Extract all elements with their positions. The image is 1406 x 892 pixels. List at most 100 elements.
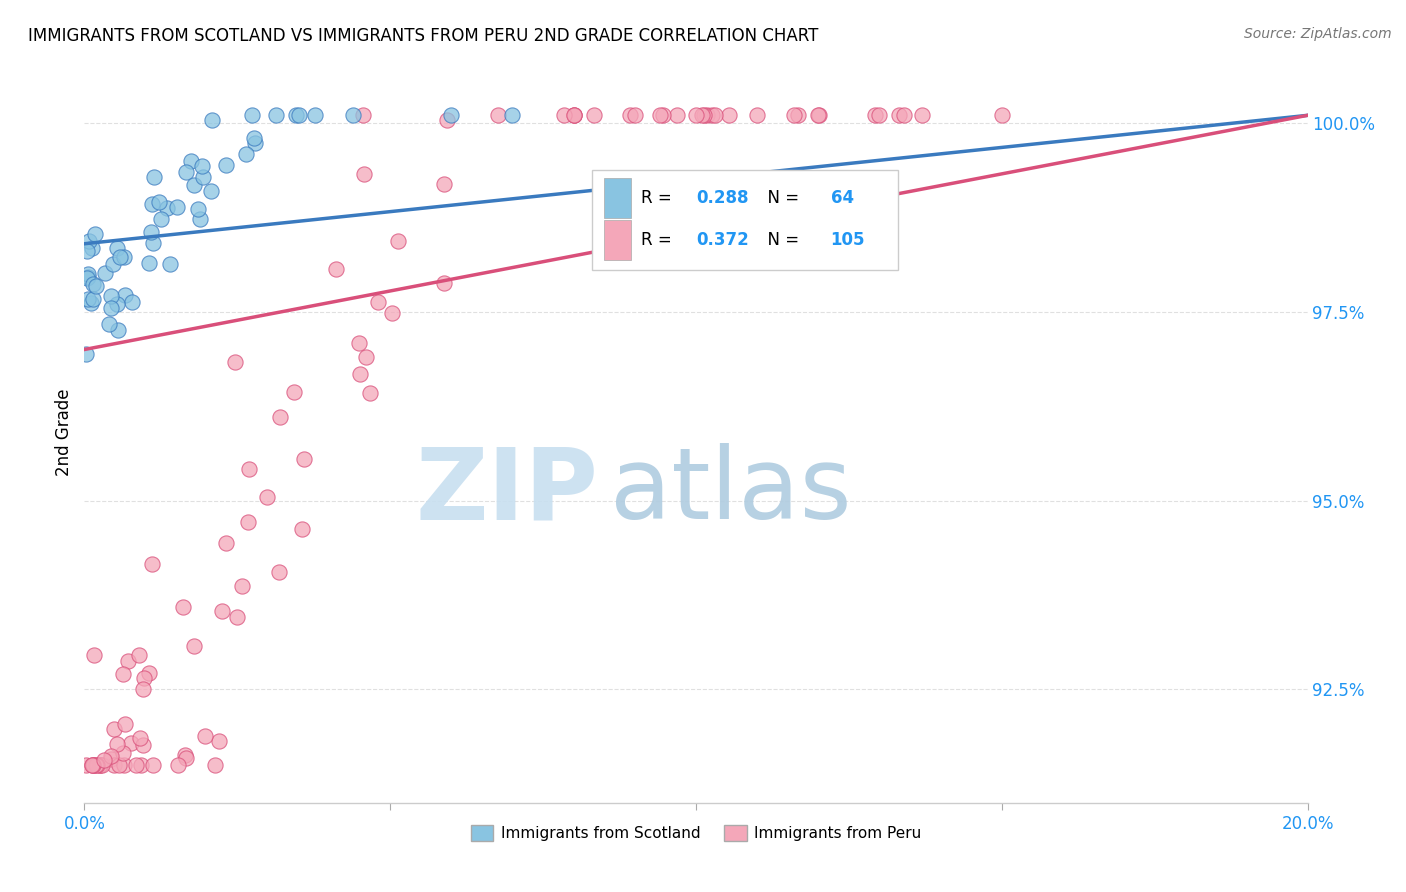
Point [105,297,128,311]
Point [807,108,830,122]
Point [112,746,135,760]
Point [183,178,205,192]
Point [112,758,135,772]
Point [502,108,524,122]
Point [114,288,136,302]
Point [665,108,688,122]
FancyBboxPatch shape [592,169,898,269]
Point [703,108,725,122]
Point [284,108,307,122]
Point [107,758,129,772]
Point [83,227,105,241]
Point [101,257,124,271]
Point [166,201,188,215]
Point [187,202,209,217]
Point [349,368,371,382]
Point [562,108,585,122]
Point [188,211,211,226]
Bar [605,178,631,219]
Point [191,170,214,185]
Point [159,257,181,271]
Point [238,461,260,475]
Point [132,671,155,685]
Point [148,195,170,210]
Bar [605,219,631,260]
Point [215,535,238,549]
Point [141,197,163,211]
Point [782,108,804,122]
Point [125,758,148,772]
Point [696,108,718,122]
Point [352,108,374,122]
Text: Source: ZipAtlas.com: Source: ZipAtlas.com [1244,27,1392,41]
Point [83,758,105,772]
Point [138,256,160,270]
Point [142,758,165,772]
Point [77,235,100,249]
Point [93,753,115,767]
Point [120,736,142,750]
Point [75,347,97,361]
Point [167,758,190,772]
Point [76,271,98,285]
Point [685,108,707,122]
Point [240,108,263,122]
Point [141,225,163,239]
Point [82,292,104,306]
Point [624,108,647,122]
Point [747,108,769,122]
Point [103,758,125,772]
Text: 0.372: 0.372 [696,231,749,249]
Point [256,490,278,504]
Point [325,262,347,277]
Point [117,654,139,668]
Text: 64: 64 [831,189,853,207]
Legend: Immigrants from Scotland, Immigrants from Peru: Immigrants from Scotland, Immigrants fro… [464,819,928,847]
Point [128,731,150,745]
Point [869,108,891,122]
Point [108,250,131,264]
Text: N =: N = [758,231,804,249]
Point [354,351,377,365]
Point [807,108,830,122]
Point [718,108,741,122]
Point [304,108,326,122]
Point [174,751,197,765]
Point [235,146,257,161]
Point [215,158,238,172]
Point [180,153,202,168]
Text: R =: R = [641,189,676,207]
Point [83,648,105,662]
Point [131,682,153,697]
Point [562,108,585,122]
Point [82,277,104,291]
Point [82,758,104,772]
Point [194,729,217,743]
Point [143,169,166,184]
Point [129,758,152,772]
Point [911,108,934,122]
Point [267,565,290,579]
Point [103,723,125,737]
Point [381,306,404,320]
Point [387,235,409,249]
Point [238,515,260,529]
Point [893,108,915,122]
Point [291,522,314,536]
Point [132,738,155,752]
Point [80,241,103,255]
Text: 0.288: 0.288 [696,189,748,207]
Point [486,108,509,122]
Point [89,758,111,772]
Point [80,758,103,772]
Point [100,301,122,315]
Point [991,108,1014,122]
Point [76,267,98,281]
Point [112,250,135,264]
Point [107,323,129,337]
Point [84,758,107,772]
Point [243,136,266,151]
Point [141,558,163,572]
Point [105,738,128,752]
Text: R =: R = [641,231,676,249]
